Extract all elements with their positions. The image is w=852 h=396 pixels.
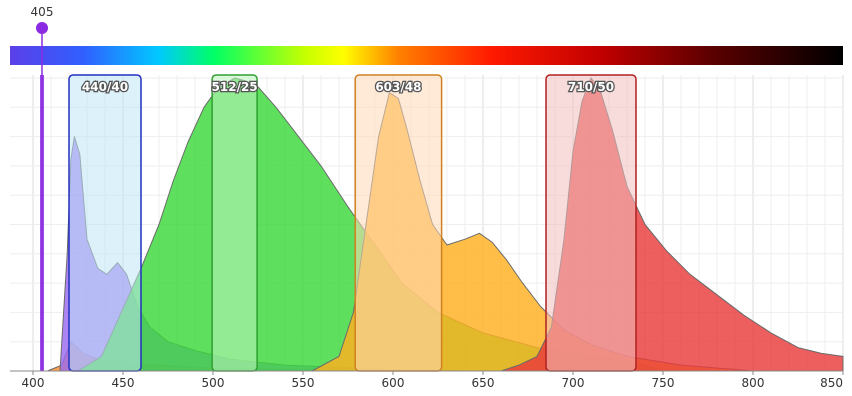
filter-band-512-25[interactable] — [211, 74, 258, 372]
x-tick-label: 550 — [292, 376, 315, 390]
filter-band-440-40[interactable] — [68, 74, 142, 372]
filter-layer: 440/40 512/25 603/48 710/50 — [68, 74, 637, 372]
laser-label: 405 — [31, 5, 54, 19]
x-tick-label: 600 — [382, 376, 405, 390]
x-tick-label: 500 — [202, 376, 225, 390]
x-tick-label: 700 — [562, 376, 585, 390]
spectrum-colorbar — [10, 46, 843, 65]
x-tick-label: 450 — [112, 376, 135, 390]
filter-label: 710/50 — [568, 80, 614, 94]
x-axis-ticks: 400 450 500 550 600 650 700 750 800 850 — [22, 371, 844, 390]
x-tick-label: 650 — [472, 376, 495, 390]
filter-band-710-50[interactable] — [545, 74, 637, 372]
x-tick-label: 400 — [22, 376, 45, 390]
filter-label: 440/40 — [82, 80, 128, 94]
x-tick-label: 750 — [652, 376, 675, 390]
laser-layer: 405 — [31, 5, 54, 371]
filter-label: 603/48 — [375, 80, 421, 94]
filter-label: 512/25 — [212, 80, 258, 94]
x-tick-label: 800 — [742, 376, 765, 390]
laser-marker[interactable] — [36, 22, 48, 34]
filter-band-603-48[interactable] — [354, 74, 443, 372]
laser-band — [40, 75, 44, 371]
x-tick-label: 850 — [820, 376, 843, 390]
